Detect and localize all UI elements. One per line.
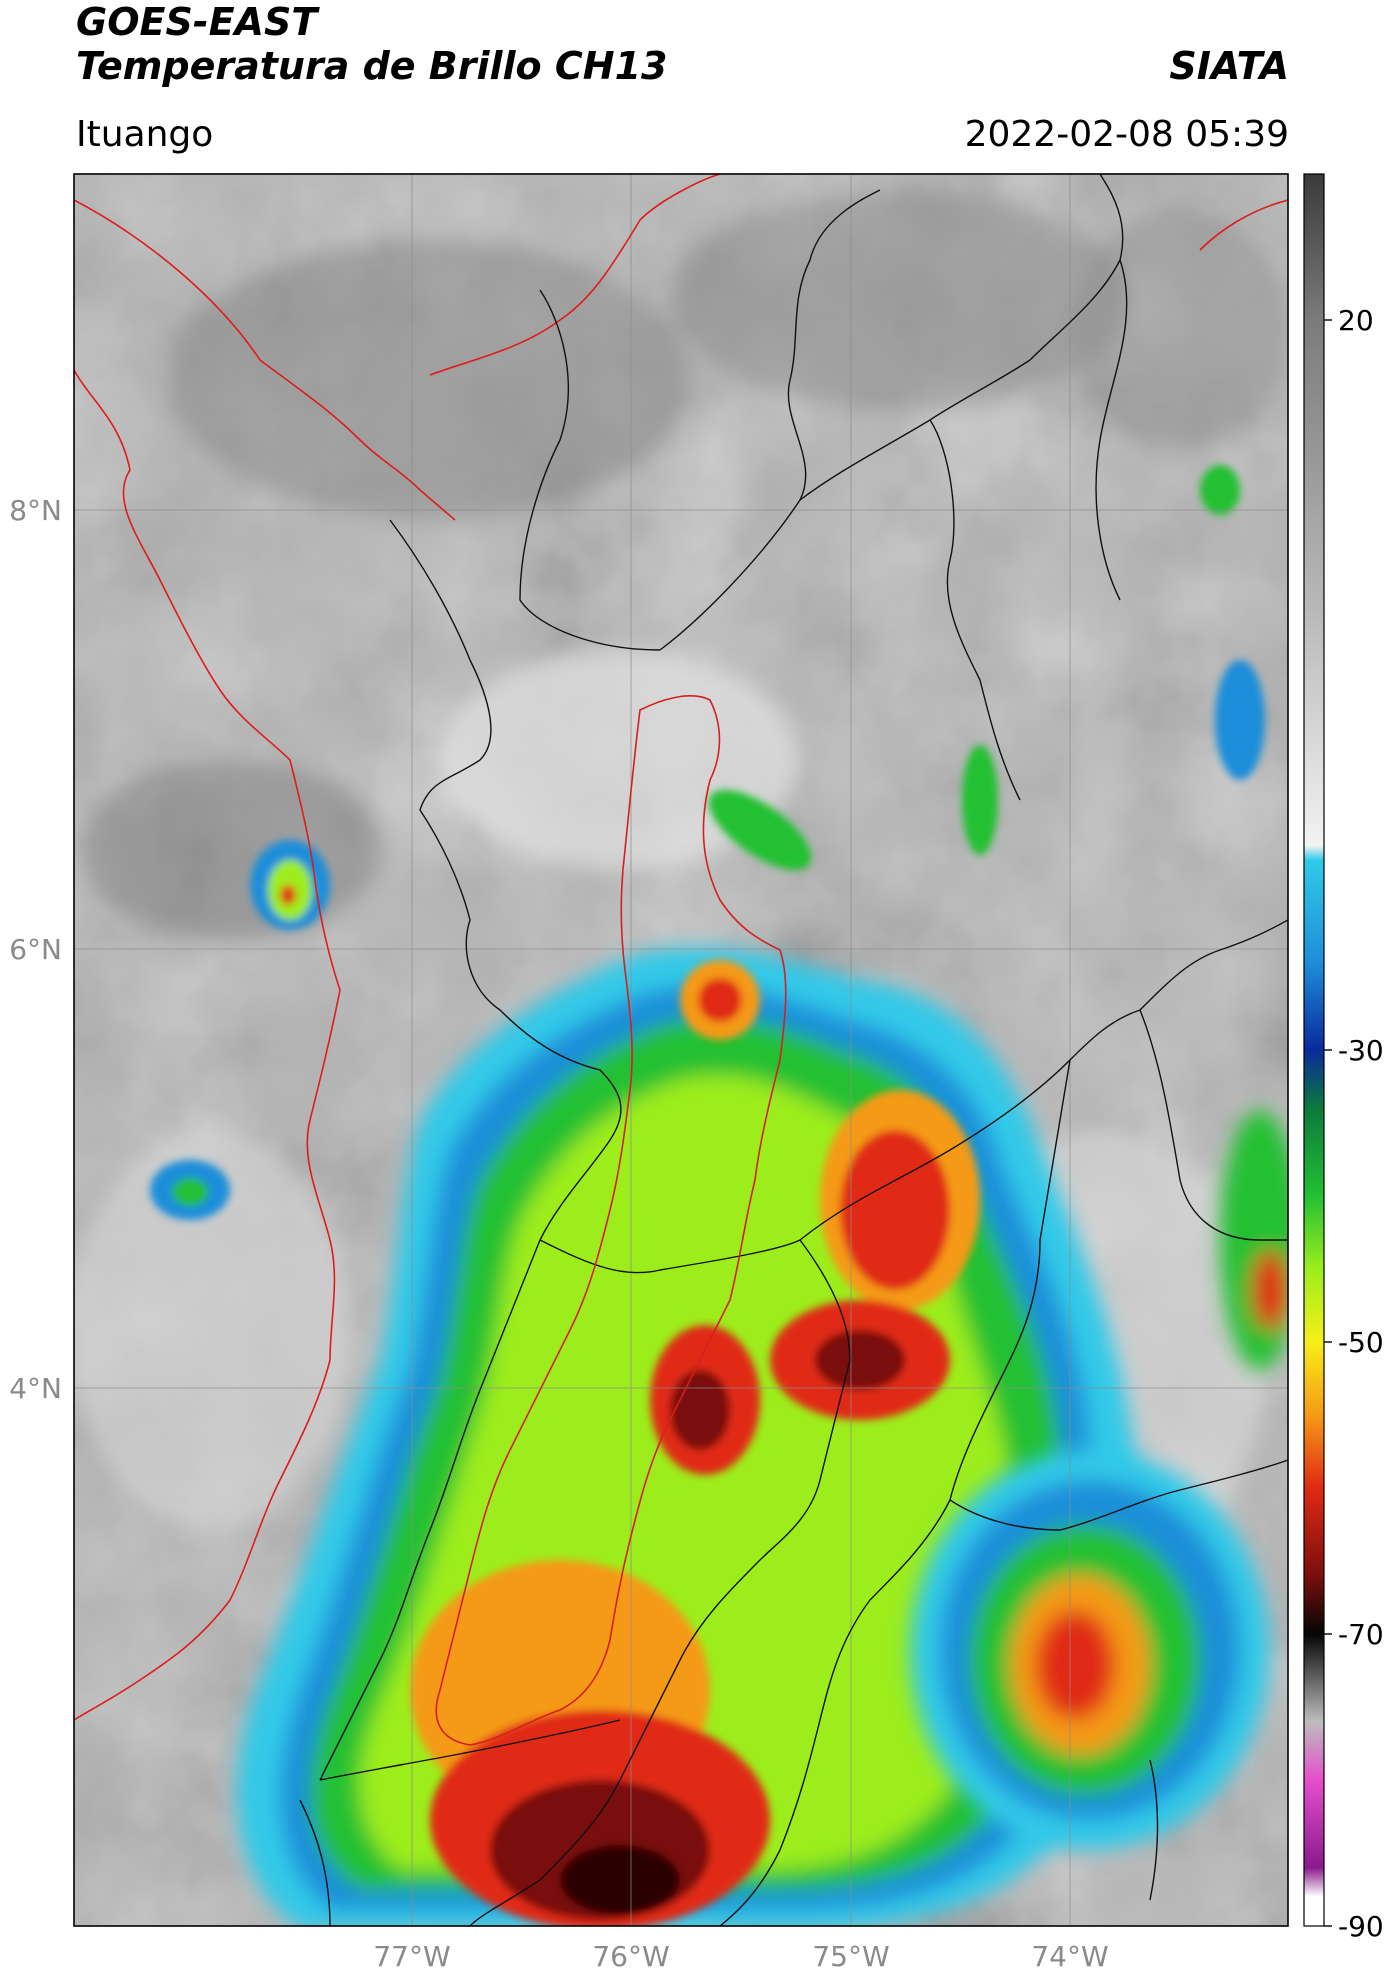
lat-label-4n: 4°N [9,1372,62,1405]
colorbar: 20 -30 -50 -70 -90 [1303,173,1384,1943]
colorbar-label-minus70: -70 [1338,1618,1384,1651]
colorbar-label-minus90: -90 [1338,1910,1384,1943]
timestamp-label: 2022-02-08 05:39 [964,114,1289,155]
brand-label: SIATA [1169,44,1289,88]
lon-label-76w: 76°W [592,1940,669,1973]
admin-boundaries [299,174,1288,1926]
satellite-image [74,174,1288,1926]
lat-label-6n: 6°N [9,933,62,966]
region-label: Ituango [76,114,214,155]
basin-outline [435,695,787,1746]
colorbar-label-minus50: -50 [1338,1326,1384,1359]
satellite-title: GOES-EAST [76,0,318,44]
lon-label-77w: 77°W [373,1940,450,1973]
lon-label-75w: 75°W [812,1940,889,1973]
colorbar-gradient [1304,174,1324,1926]
map-frame [73,173,1289,1927]
colorbar-label-minus30: -30 [1338,1034,1384,1067]
lat-label-8n: 8°N [9,494,62,527]
colorbar-label-20: 20 [1338,304,1374,337]
lon-label-74w: 74°W [1031,1940,1108,1973]
coastline [74,174,1288,1721]
product-title: Temperatura de Brillo CH13 [76,44,668,88]
